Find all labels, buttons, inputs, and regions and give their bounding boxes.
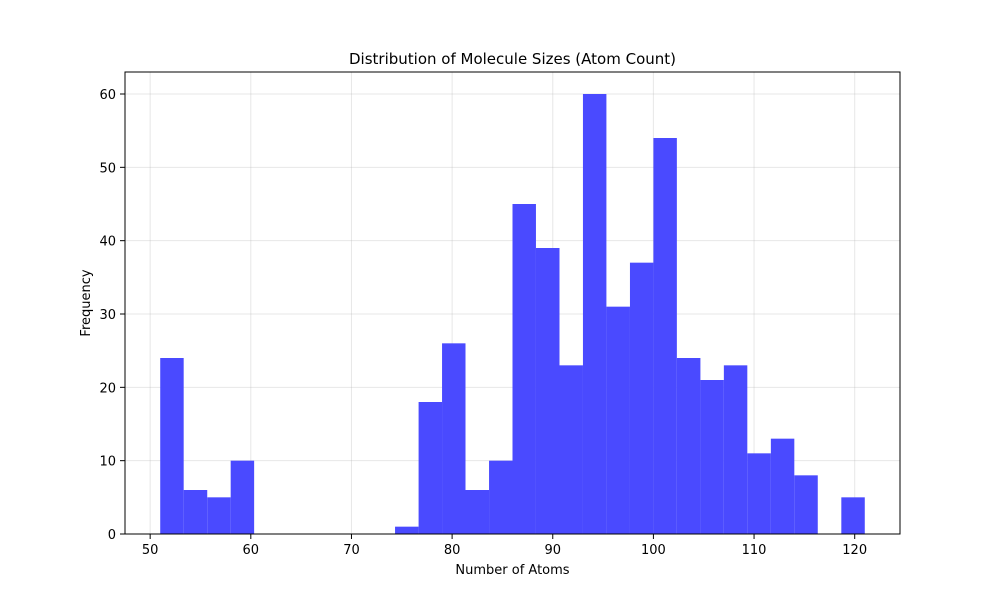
histogram-bar <box>582 94 607 534</box>
x-tick-label: 110 <box>742 543 767 558</box>
histogram-bar <box>559 365 583 534</box>
y-tick-label: 20 <box>99 381 116 396</box>
y-tick-label: 30 <box>99 308 116 323</box>
histogram-bar <box>747 453 771 534</box>
y-tick-label: 60 <box>99 88 116 103</box>
y-tick-label: 40 <box>99 235 116 250</box>
histogram-bar <box>535 248 560 534</box>
histogram-bar <box>512 204 536 534</box>
histogram-bar <box>676 358 701 534</box>
histogram-bar <box>794 475 818 534</box>
histogram-bar <box>230 460 255 534</box>
x-tick-label: 70 <box>343 543 360 558</box>
histogram-bar <box>629 262 654 534</box>
x-tick-label: 100 <box>641 543 666 558</box>
histogram-bar <box>465 490 490 534</box>
y-tick-label: 50 <box>99 161 116 176</box>
y-tick-label: 10 <box>99 455 116 470</box>
x-tick-label: 50 <box>142 543 159 558</box>
y-axis-ticks: 0 10 20 30 40 50 60 <box>99 88 125 543</box>
histogram-bar <box>841 497 865 534</box>
histogram-bar <box>418 402 443 534</box>
histogram-bar <box>395 526 419 534</box>
histogram-bar <box>160 358 184 534</box>
histogram-bar <box>723 365 748 534</box>
histogram-bar <box>700 380 724 534</box>
y-tick-label: 0 <box>108 528 116 543</box>
histogram-bar <box>207 497 231 534</box>
x-tick-label: 120 <box>842 543 867 558</box>
x-axis-label: Number of Atoms <box>455 563 569 578</box>
histogram-bar <box>183 490 208 534</box>
x-tick-label: 60 <box>243 543 260 558</box>
histogram-bar <box>653 138 677 534</box>
histogram-bar <box>770 438 795 534</box>
plot-frame <box>124 71 901 535</box>
bars <box>160 94 865 534</box>
chart-title: Distribution of Molecule Sizes (Atom Cou… <box>349 50 676 68</box>
x-tick-label: 90 <box>544 543 561 558</box>
histogram-bar <box>606 306 630 534</box>
y-axis-label: Frequency <box>79 269 94 336</box>
histogram-bar <box>442 343 466 534</box>
x-tick-label: 80 <box>444 543 461 558</box>
x-axis-ticks: 50 60 70 80 90 100 110 120 <box>142 534 867 558</box>
histogram-bar <box>489 460 513 534</box>
